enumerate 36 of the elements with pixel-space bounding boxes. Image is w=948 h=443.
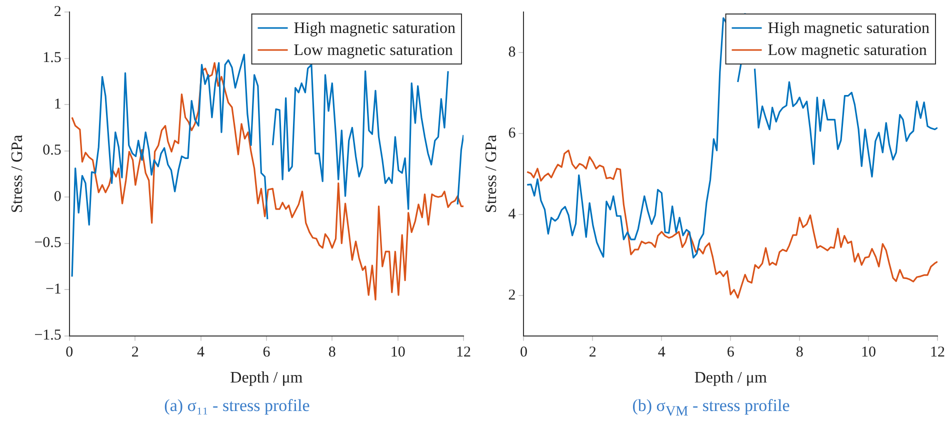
x-tick-label: 8 [328,344,336,361]
x-tick-label: 8 [796,344,804,361]
x-tick-label: 12 [930,344,945,361]
text: (a) σ₁₁ - stress profile [163,396,311,416]
x-axis-title: Depth / μm [230,370,304,387]
y-tick-label: 1.5 [42,50,62,66]
legend-label: High magnetic saturation [294,20,456,38]
y-axis-title: Stress / GPa [482,134,500,214]
y-tick-label: 0.5 [42,142,62,159]
x-tick-label: 0 [520,344,528,361]
x-tick-label: 12 [456,344,471,361]
x-tick-label: 2 [588,344,596,361]
x-tick-label: 4 [658,344,666,361]
y-tick-label: −1.5 [34,328,62,344]
x-tick-label: 4 [197,344,206,361]
y-tick-label: 4 [508,206,516,222]
y-tick-label: −0.5 [34,235,62,252]
y-tick-label: 1 [54,96,62,112]
x-tick-label: 6 [262,344,271,361]
y-tick-label: 2 [508,287,516,304]
y-axis-title: Stress / GPa [8,134,26,214]
x-axis-title: Depth / μm [694,370,768,387]
x-tick-label: 2 [131,344,139,361]
legend-label: Low magnetic saturation [768,42,927,60]
legend-label: Low magnetic saturation [294,42,453,60]
x-tick-label: 0 [66,344,74,361]
y-tick-label: 6 [508,125,516,142]
x-tick-label: 6 [726,344,735,361]
y-tick-label: −1 [45,281,62,298]
legend-label: High magnetic saturation [768,20,930,38]
x-tick-label: 10 [861,344,876,361]
x-tick-label: 10 [390,344,406,361]
text: (b) σ$_{VM}$ - stress profile [631,396,791,420]
y-tick-label: 8 [508,44,516,60]
y-tick-label: 0 [54,188,62,205]
y-tick-label: 2 [54,4,62,20]
